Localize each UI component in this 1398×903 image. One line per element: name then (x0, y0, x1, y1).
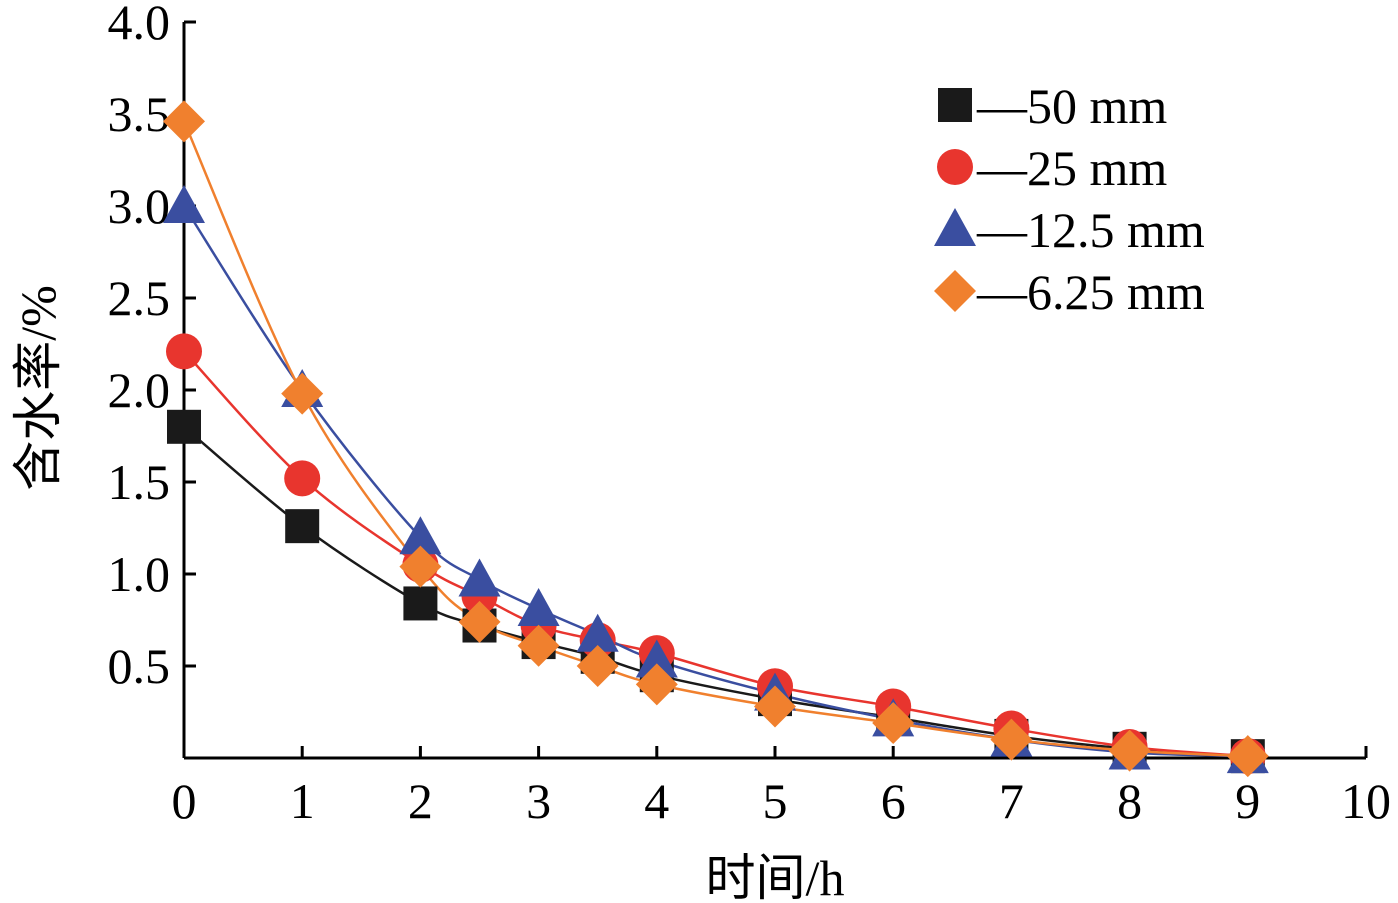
series-3-marker (458, 558, 501, 597)
y-tick-label: 2.5 (108, 270, 171, 326)
series-3-marker (399, 516, 442, 555)
ticks: 0 1 2 3 4 5 6 7 8 9 10 0.5 1.0 1.5 2.0 2.5 3.0 3.5 4.0 (108, 0, 1392, 829)
series-2-marker (284, 460, 321, 497)
legend-label: —50 mm (976, 78, 1167, 134)
x-tick-label: 4 (644, 773, 669, 829)
y-tick-label: 3.5 (108, 86, 171, 142)
series-4-marker (576, 645, 619, 687)
series-4-marker (872, 702, 915, 745)
axes (182, 22, 1366, 760)
series-4-marker (458, 600, 501, 643)
x-tick-label: 7 (999, 773, 1024, 829)
x-tick-label: 2 (408, 773, 433, 829)
series-4-marker (399, 545, 442, 588)
legend-label: —6.25 mm (976, 264, 1205, 320)
series-4-marker (163, 100, 205, 143)
y-tick-label: 1.5 (108, 454, 171, 510)
series-1-marker (167, 409, 201, 444)
x-tick-label: 1 (290, 773, 315, 829)
series-4-marker (635, 663, 678, 706)
series-2-line (183, 350, 1248, 758)
y-tick-label: 2.0 (108, 362, 171, 418)
series-4-marker (990, 718, 1033, 761)
legend: —50 mm —25 mm —12.5 mm —6.25 mm (934, 78, 1205, 320)
series-4-marker (281, 372, 324, 415)
x-tick-label: 9 (1235, 773, 1260, 829)
legend-1-marker (938, 88, 972, 122)
series-4-marker (1226, 735, 1269, 778)
y-axis-title: 含水率/% (10, 285, 66, 491)
legend-2-marker (937, 149, 973, 185)
y-tick-label: 1.0 (108, 546, 171, 602)
legend-label: —25 mm (976, 140, 1167, 196)
legend-label: —12.5 mm (976, 202, 1205, 258)
x-tick-label: 10 (1341, 773, 1391, 829)
series-markers (163, 100, 1269, 778)
x-tick-label: 5 (763, 773, 788, 829)
series-1-line (183, 425, 1248, 758)
x-tick-label: 8 (1117, 773, 1142, 829)
series-3-marker (576, 613, 619, 652)
series-4-marker (517, 624, 560, 667)
series-1-marker (285, 509, 320, 544)
x-tick-label: 6 (881, 773, 906, 829)
series-1-marker (403, 586, 438, 621)
legend-3-marker (934, 208, 976, 246)
y-tick-label: 4.0 (108, 0, 171, 50)
x-tick-label: 3 (526, 773, 551, 829)
x-axis-title: 时间/h (706, 850, 845, 903)
series-3-marker (517, 587, 560, 626)
series-2-marker (166, 333, 202, 370)
series-3-marker (635, 639, 678, 678)
y-tick-label: 3.0 (108, 178, 171, 234)
series-4-marker (1108, 729, 1151, 772)
series-3-marker (163, 185, 205, 223)
y-tick-label: 0.5 (108, 638, 171, 694)
legend-4-marker (934, 270, 976, 312)
x-tick-label: 0 (172, 773, 197, 829)
series-4-marker (754, 685, 796, 728)
